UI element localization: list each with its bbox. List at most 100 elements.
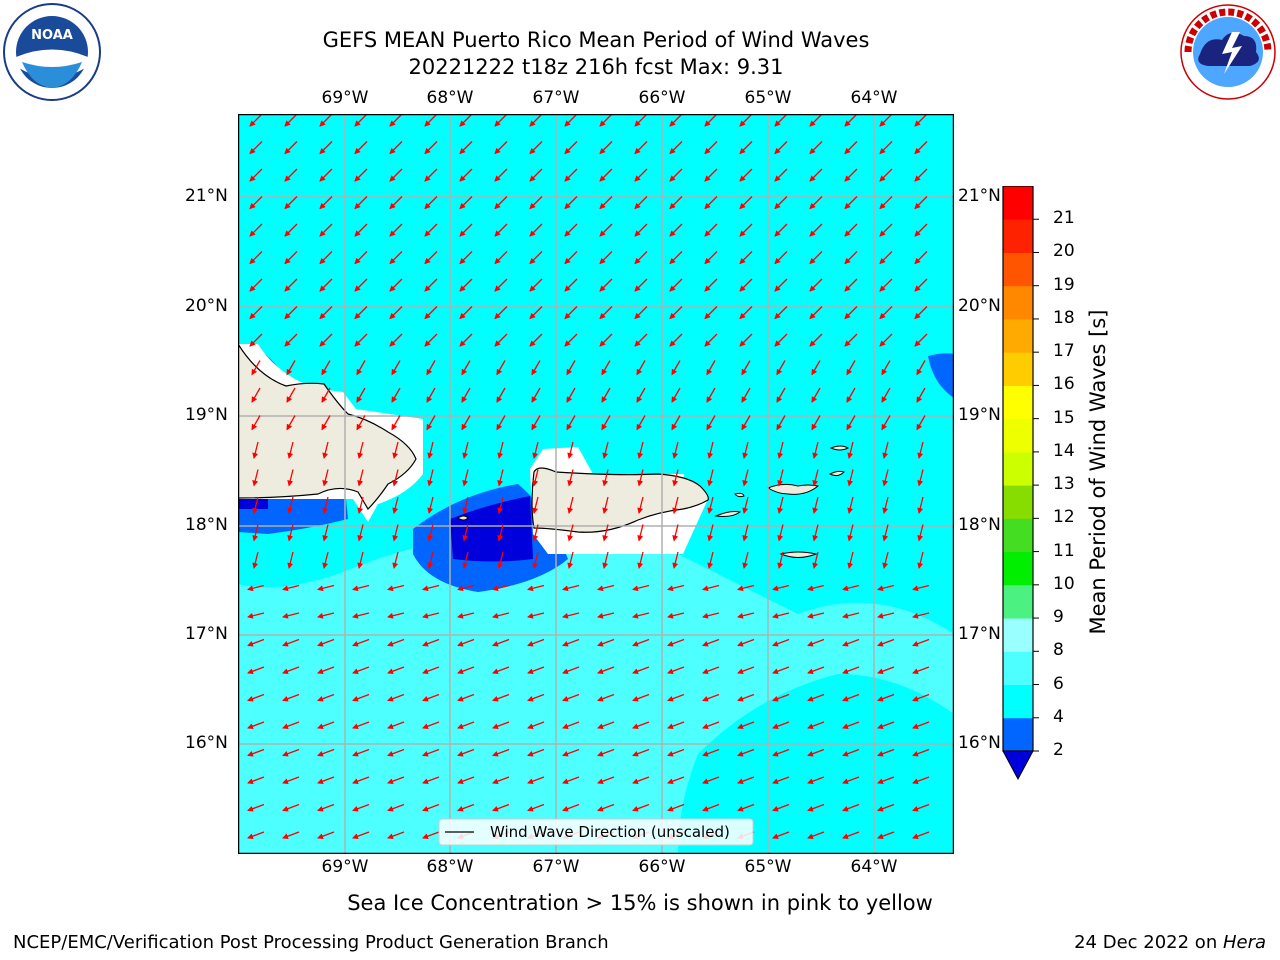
wind-wave-arrow bbox=[877, 721, 895, 730]
wind-wave-arrow bbox=[532, 551, 539, 569]
colorbar-tick-label: 2 bbox=[1053, 740, 1064, 760]
wind-wave-arrow bbox=[777, 496, 784, 514]
island-mona bbox=[457, 515, 469, 521]
wind-wave-arrow bbox=[914, 278, 928, 292]
wind-wave-arrow bbox=[741, 415, 751, 431]
map-legend: Wind Wave Direction (unscaled) bbox=[438, 818, 754, 846]
wind-wave-arrow bbox=[667, 748, 685, 757]
wind-wave-arrow bbox=[387, 803, 405, 812]
colorbar-tick-label: 17 bbox=[1053, 341, 1075, 362]
colorbar-tick-label: 10 bbox=[1053, 573, 1075, 594]
wind-wave-arrow bbox=[704, 251, 718, 265]
wind-wave-arrow bbox=[529, 196, 543, 210]
wind-wave-arrow bbox=[704, 278, 718, 292]
wind-wave-arrow bbox=[424, 223, 438, 237]
wind-wave-arrow bbox=[387, 831, 405, 840]
wind-wave-arrow bbox=[702, 666, 720, 675]
wind-wave-arrow bbox=[737, 748, 755, 757]
colorbar-tick-label: 8 bbox=[1053, 640, 1064, 661]
wind-wave-arrow bbox=[389, 141, 403, 155]
wind-wave-arrow bbox=[597, 748, 615, 757]
wind-wave-arrow bbox=[877, 612, 895, 619]
wind-wave-arrow bbox=[319, 306, 333, 320]
wind-wave-arrow bbox=[457, 776, 475, 785]
wind-wave-arrow bbox=[527, 721, 545, 730]
wind-wave-arrow bbox=[667, 803, 685, 812]
wind-wave-arrow bbox=[704, 141, 718, 155]
wind-wave-arrow bbox=[322, 496, 329, 514]
wind-wave-arrow bbox=[702, 803, 720, 812]
wind-wave-arrow bbox=[284, 223, 298, 237]
wind-wave-arrow bbox=[496, 387, 506, 403]
wind-wave-arrow bbox=[564, 168, 578, 182]
wind-wave-arrow bbox=[529, 141, 543, 155]
wind-wave-arrow bbox=[497, 469, 504, 487]
wind-wave-arrow bbox=[914, 168, 928, 182]
wind-wave-arrow bbox=[772, 638, 790, 647]
wind-wave-arrow bbox=[602, 524, 609, 542]
wind-wave-arrow bbox=[599, 333, 613, 347]
wind-wave-arrow bbox=[881, 387, 891, 403]
wind-wave-arrow bbox=[424, 333, 438, 347]
wind-wave-arrow bbox=[597, 776, 615, 785]
wind-wave-arrow bbox=[914, 196, 928, 210]
lat-label-right: 20°N bbox=[958, 296, 1001, 316]
wind-wave-arrow bbox=[247, 721, 265, 730]
wind-wave-arrow bbox=[777, 524, 784, 542]
wind-wave-arrow bbox=[319, 223, 333, 237]
wind-wave-arrow bbox=[669, 196, 683, 210]
wind-wave-arrow bbox=[707, 469, 714, 487]
wind-wave-arrow bbox=[287, 524, 294, 542]
wind-wave-arrow bbox=[532, 441, 539, 459]
wind-wave-arrow bbox=[459, 196, 473, 210]
island-st-croix bbox=[779, 551, 818, 558]
wind-wave-arrow bbox=[601, 387, 611, 403]
wind-wave-arrow bbox=[424, 306, 438, 320]
lat-label-left: 17°N bbox=[185, 624, 228, 644]
wind-wave-arrow bbox=[772, 693, 790, 702]
colorbar-segment bbox=[1003, 717, 1033, 752]
wind-wave-arrow bbox=[494, 223, 508, 237]
wind-wave-arrow bbox=[567, 441, 574, 459]
wind-wave-arrow bbox=[811, 387, 821, 403]
wind-wave-arrow bbox=[492, 666, 510, 675]
wind-wave-arrow bbox=[914, 333, 928, 347]
wind-wave-arrow bbox=[742, 524, 749, 542]
wind-wave-arrow bbox=[527, 803, 545, 812]
wind-wave-arrow bbox=[667, 776, 685, 785]
wind-wave-arrow bbox=[317, 721, 335, 730]
wind-wave-arrow bbox=[249, 278, 263, 292]
wind-wave-arrow bbox=[457, 584, 475, 592]
colorbar-segment bbox=[1003, 186, 1033, 220]
wind-wave-arrow bbox=[461, 387, 471, 403]
wind-wave-arrow bbox=[702, 776, 720, 785]
wind-wave-arrow bbox=[809, 114, 823, 127]
wind-wave-arrow bbox=[707, 524, 714, 542]
wind-wave-arrow bbox=[422, 721, 440, 730]
wind-wave-arrow bbox=[882, 551, 889, 569]
wind-wave-arrow bbox=[357, 496, 364, 514]
wind-wave-arrow bbox=[912, 721, 930, 730]
wind-wave-arrow bbox=[877, 638, 895, 647]
wind-wave-arrow bbox=[742, 469, 749, 487]
wind-wave-arrow bbox=[321, 387, 331, 403]
wind-wave-arrow bbox=[529, 306, 543, 320]
wind-wave-arrow bbox=[282, 666, 300, 675]
wind-wave-arrow bbox=[317, 584, 335, 592]
wind-wave-arrow bbox=[562, 638, 580, 647]
wind-wave-arrow bbox=[354, 251, 368, 265]
wind-wave-arrow bbox=[461, 415, 471, 431]
wind-wave-arrow bbox=[634, 278, 648, 292]
wind-wave-arrow bbox=[286, 387, 296, 403]
wind-wave-arrow bbox=[772, 776, 790, 785]
wind-wave-arrow bbox=[392, 496, 399, 514]
wind-wave-arrow bbox=[249, 114, 263, 127]
wind-wave-arrow bbox=[772, 666, 790, 675]
wind-wave-arrow bbox=[667, 638, 685, 647]
wind-wave-arrow bbox=[702, 693, 720, 702]
wind-wave-arrow bbox=[842, 803, 860, 812]
wind-wave-arrow bbox=[249, 251, 263, 265]
wind-wave-arrow bbox=[529, 114, 543, 127]
wind-wave-arrow bbox=[284, 141, 298, 155]
wind-wave-arrow bbox=[391, 415, 401, 431]
